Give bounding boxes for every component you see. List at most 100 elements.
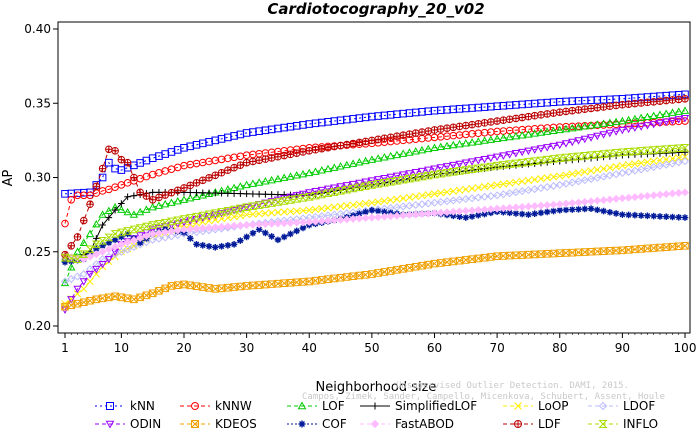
data-point (161, 150, 170, 158)
data-point (530, 185, 539, 194)
data-point (487, 102, 495, 111)
data-point (649, 111, 658, 120)
data-point (324, 204, 332, 212)
data-point (492, 161, 502, 170)
series-fastabod (60, 188, 690, 264)
data-point (461, 159, 470, 167)
data-point (217, 284, 226, 293)
data-point (236, 212, 245, 220)
data-point (418, 261, 426, 270)
data-point (185, 214, 195, 222)
data-point (292, 122, 301, 130)
data-point (631, 160, 639, 168)
data-point (555, 180, 564, 189)
data-point (393, 132, 401, 140)
data-point (179, 215, 189, 223)
legend-label: kNNW (215, 399, 252, 413)
data-point (373, 180, 383, 188)
data-point (92, 219, 101, 228)
data-point (211, 285, 220, 293)
data-point (481, 210, 488, 218)
legend-item-knnw: kNNW (180, 399, 252, 413)
data-point (398, 175, 408, 184)
data-point (136, 293, 144, 302)
data-point (204, 189, 214, 197)
data-point (356, 210, 363, 218)
data-point (98, 237, 108, 245)
y-axis-label: AP (1, 169, 16, 186)
data-point (205, 189, 213, 197)
data-point (543, 208, 551, 216)
data-point (118, 200, 125, 207)
data-point (499, 152, 508, 160)
data-point (543, 174, 551, 182)
data-point (224, 190, 232, 197)
data-point (480, 136, 489, 144)
data-point (674, 107, 683, 115)
data-point (399, 131, 407, 139)
data-point (186, 225, 195, 234)
data-point (242, 203, 252, 211)
data-point (198, 190, 207, 199)
data-point (99, 242, 106, 250)
data-point (631, 99, 639, 108)
data-point (111, 236, 119, 244)
data-point (411, 200, 420, 209)
data-point (511, 159, 521, 168)
legend-item-inflo: INFLO (588, 417, 658, 431)
data-point (543, 110, 552, 118)
data-point (599, 172, 608, 181)
data-point (480, 205, 489, 214)
data-point (649, 98, 658, 106)
data-point (155, 193, 163, 202)
data-point (643, 164, 652, 173)
data-point (631, 245, 639, 254)
data-point (399, 211, 408, 220)
data-point (605, 149, 615, 158)
data-point (205, 223, 214, 232)
data-point (561, 153, 571, 162)
data-point (105, 214, 113, 221)
data-point (594, 206, 601, 214)
data-point (230, 283, 238, 291)
data-point (561, 124, 571, 133)
data-point (336, 141, 345, 150)
data-point (273, 174, 283, 183)
data-point (373, 176, 383, 184)
data-point (537, 175, 545, 183)
data-point (305, 168, 314, 177)
data-point (186, 181, 195, 190)
data-point (274, 152, 282, 161)
data-point (349, 139, 357, 148)
data-point (674, 116, 683, 124)
data-point (136, 174, 144, 183)
data-point (517, 158, 527, 167)
data-point (267, 219, 276, 228)
data-point (430, 165, 439, 173)
data-point (79, 298, 88, 307)
data-point (179, 195, 189, 203)
data-point (191, 420, 199, 428)
data-point (436, 164, 445, 172)
data-point (399, 202, 408, 211)
data-point (230, 221, 239, 230)
data-point (161, 199, 170, 208)
data-point (468, 213, 476, 220)
data-point (561, 140, 571, 148)
data-point (424, 166, 433, 175)
data-point (411, 169, 420, 177)
data-point (624, 161, 633, 169)
data-point (186, 142, 195, 151)
data-point (512, 178, 520, 186)
data-point (399, 171, 408, 179)
data-point (467, 138, 477, 146)
data-point (680, 144, 690, 152)
data-point (254, 178, 264, 186)
legend-label: INFLO (623, 417, 658, 431)
data-point (148, 221, 158, 229)
data-point (474, 193, 483, 202)
data-point (136, 234, 145, 243)
data-point (643, 158, 652, 166)
data-point (681, 148, 689, 156)
x-tick-label: 100 (674, 341, 697, 355)
